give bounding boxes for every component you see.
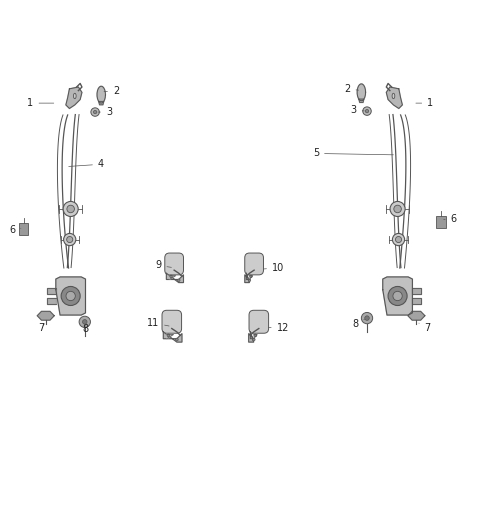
Text: 12: 12 xyxy=(269,323,289,332)
Text: 8: 8 xyxy=(352,319,364,329)
Text: 4: 4 xyxy=(69,159,104,169)
Circle shape xyxy=(94,111,97,114)
Circle shape xyxy=(63,201,78,217)
Text: 2: 2 xyxy=(344,84,359,94)
Polygon shape xyxy=(408,311,425,320)
Polygon shape xyxy=(37,311,54,320)
Circle shape xyxy=(248,279,251,282)
Circle shape xyxy=(254,334,257,337)
Circle shape xyxy=(67,205,74,212)
Polygon shape xyxy=(250,275,252,280)
Circle shape xyxy=(252,338,255,341)
Circle shape xyxy=(363,107,371,115)
FancyBboxPatch shape xyxy=(436,216,445,228)
Circle shape xyxy=(63,233,76,246)
Polygon shape xyxy=(66,87,82,109)
Polygon shape xyxy=(167,334,173,339)
FancyBboxPatch shape xyxy=(162,310,181,333)
Polygon shape xyxy=(386,87,402,109)
Text: 7: 7 xyxy=(39,323,45,332)
Text: 6: 6 xyxy=(444,215,457,224)
Circle shape xyxy=(388,286,407,306)
Polygon shape xyxy=(163,332,182,342)
Polygon shape xyxy=(412,288,421,294)
Circle shape xyxy=(394,205,401,212)
Circle shape xyxy=(361,312,372,324)
Polygon shape xyxy=(254,334,257,339)
Polygon shape xyxy=(383,277,412,315)
Polygon shape xyxy=(412,298,421,305)
FancyBboxPatch shape xyxy=(245,253,264,275)
Text: 10: 10 xyxy=(264,263,284,273)
Circle shape xyxy=(178,279,180,282)
Text: 1: 1 xyxy=(27,98,54,108)
Text: 3: 3 xyxy=(98,107,112,117)
Circle shape xyxy=(167,334,170,337)
FancyBboxPatch shape xyxy=(249,310,269,333)
Polygon shape xyxy=(56,277,85,315)
Polygon shape xyxy=(48,288,56,294)
Circle shape xyxy=(365,316,369,321)
Circle shape xyxy=(176,338,178,341)
Text: 11: 11 xyxy=(147,318,169,328)
Text: 2: 2 xyxy=(104,87,119,96)
Circle shape xyxy=(91,108,99,116)
Polygon shape xyxy=(97,86,106,103)
Circle shape xyxy=(67,237,73,243)
Circle shape xyxy=(250,275,252,278)
Circle shape xyxy=(170,275,172,278)
Polygon shape xyxy=(99,101,104,105)
Text: 7: 7 xyxy=(419,323,431,332)
Circle shape xyxy=(66,291,75,301)
Polygon shape xyxy=(167,273,183,283)
Circle shape xyxy=(79,316,90,328)
Circle shape xyxy=(61,286,80,306)
FancyBboxPatch shape xyxy=(19,223,28,235)
Circle shape xyxy=(393,233,405,246)
Circle shape xyxy=(83,319,87,324)
Text: 1: 1 xyxy=(416,98,433,108)
Text: 6: 6 xyxy=(9,225,21,235)
Text: 5: 5 xyxy=(313,148,394,158)
Circle shape xyxy=(365,110,369,113)
Circle shape xyxy=(396,237,402,243)
Polygon shape xyxy=(48,298,56,305)
Text: 8: 8 xyxy=(83,324,88,334)
Polygon shape xyxy=(245,273,250,283)
Text: 9: 9 xyxy=(156,261,171,270)
Text: 3: 3 xyxy=(350,105,364,115)
Circle shape xyxy=(393,291,402,301)
Ellipse shape xyxy=(392,93,395,99)
Polygon shape xyxy=(359,99,364,102)
Polygon shape xyxy=(249,332,254,342)
Circle shape xyxy=(390,201,405,217)
Ellipse shape xyxy=(73,93,76,99)
Polygon shape xyxy=(357,84,366,101)
FancyBboxPatch shape xyxy=(165,253,183,275)
Polygon shape xyxy=(169,275,176,280)
